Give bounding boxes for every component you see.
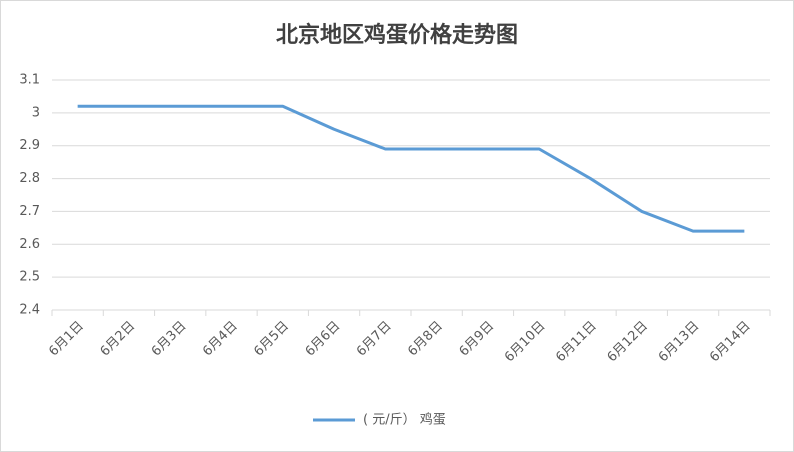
- y-tick-label: 2.6: [19, 237, 40, 252]
- chart-title: 北京地区鸡蛋价格走势图: [276, 22, 518, 48]
- y-tick-label: 2.5: [19, 270, 40, 285]
- legend-label: ( 元/斤） 鸡蛋: [363, 412, 446, 428]
- y-tick-label: 2.7: [19, 204, 40, 219]
- y-tick-label: 3.1: [19, 73, 40, 88]
- y-tick-label: 2.4: [19, 303, 40, 318]
- y-tick-label: 2.9: [19, 138, 40, 153]
- y-tick-label: 2.8: [19, 171, 40, 186]
- y-tick-label: 3: [32, 105, 40, 120]
- data-line: [77, 104, 745, 233]
